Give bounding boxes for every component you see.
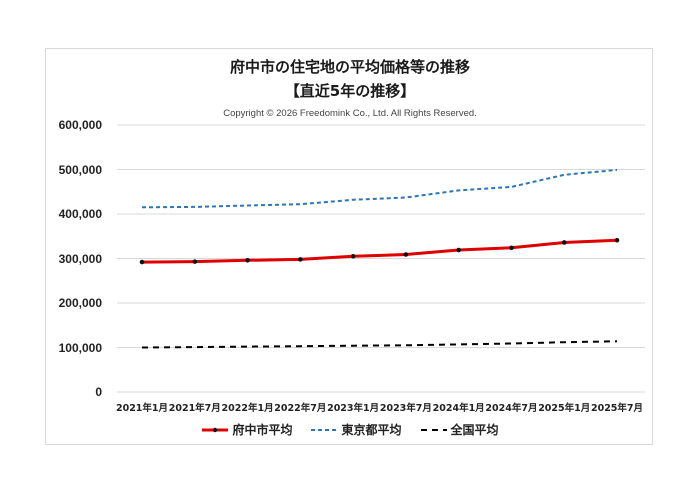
legend-item-tokyo: 東京都平均 xyxy=(310,421,402,438)
x-tick-label: 2022年1月 xyxy=(221,403,274,414)
chart-subtitle: 【直近5年の推移】 xyxy=(284,82,416,100)
x-tick-label: 2021年1月 xyxy=(115,403,169,414)
legend-item-fuchu: 府中市平均 xyxy=(201,421,292,438)
data-point-marker xyxy=(298,257,303,262)
y-tick-label: 100,000 xyxy=(58,340,102,355)
y-tick-label: 0 xyxy=(95,385,102,399)
legend: 府中市平均 東京都平均 全国平均 xyxy=(0,421,700,438)
x-tick-label: 2024年7月 xyxy=(485,403,538,414)
data-point-marker xyxy=(456,247,461,253)
data-point-marker xyxy=(509,245,514,251)
data-point-marker xyxy=(192,259,198,264)
chart-title: 府中市の住宅地の平均価格等の推移 xyxy=(229,58,470,76)
y-tick-label: 400,000 xyxy=(58,207,102,221)
y-tick-label: 500,000 xyxy=(58,162,102,177)
long-dashed-line-icon xyxy=(420,428,447,431)
data-point-marker xyxy=(139,259,145,265)
x-tick-label: 2022年7月 xyxy=(274,403,327,414)
x-tick-label: 2021年7月 xyxy=(168,403,221,414)
series-line-1 xyxy=(141,168,618,209)
chart-frame xyxy=(45,48,653,445)
series-line-2 xyxy=(141,340,618,349)
x-tick-label: 2024年1月 xyxy=(432,403,485,414)
dashed-line-icon xyxy=(311,428,338,431)
legend-label: 府中市平均 xyxy=(232,423,293,437)
data-point-marker xyxy=(245,257,250,263)
copyright-text: Copyright © 2026 Freedomink Co., Ltd. Al… xyxy=(223,108,477,119)
legend-item-national: 全国平均 xyxy=(420,421,499,438)
data-point-marker xyxy=(403,252,409,257)
x-tick-label: 2025年1月 xyxy=(538,403,591,414)
legend-label: 東京都平均 xyxy=(341,423,402,437)
x-tick-label: 2025年7月 xyxy=(590,403,644,414)
solid-line-marker-icon xyxy=(202,427,229,432)
x-tick-label: 2023年1月 xyxy=(327,403,380,414)
y-tick-label: 300,000 xyxy=(58,251,102,266)
y-tick-label: 600,000 xyxy=(58,118,102,132)
x-tick-label: 2023年7月 xyxy=(379,403,432,414)
data-point-marker xyxy=(350,253,356,259)
data-point-marker xyxy=(561,240,567,245)
series-line-0 xyxy=(141,238,618,264)
data-point-marker xyxy=(614,237,620,243)
legend-label: 全国平均 xyxy=(450,423,499,437)
y-tick-label: 200,000 xyxy=(58,296,102,310)
